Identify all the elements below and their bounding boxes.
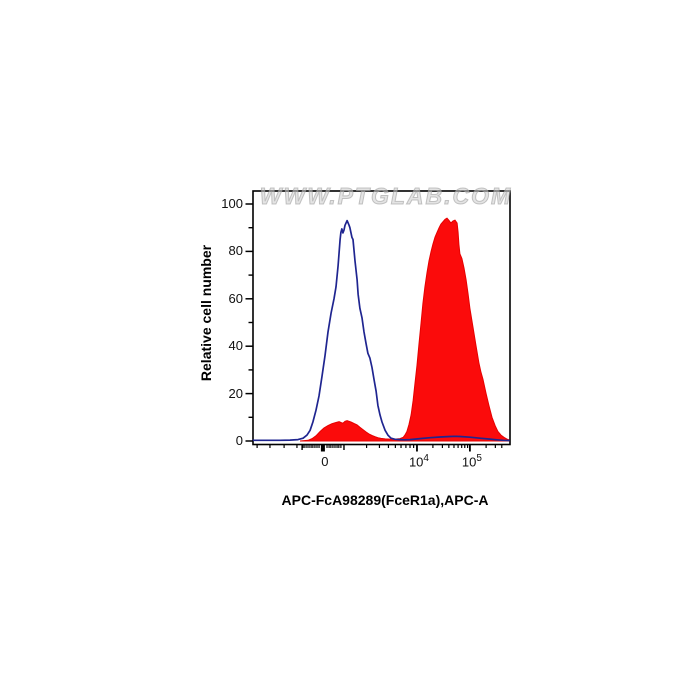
y-tick-label: 20 [228, 385, 243, 401]
x-tick-label: 0 [321, 453, 329, 469]
y-tick-label: 100 [221, 196, 243, 211]
x-axis-title: APC-FcA98289(FceR1a),APC-A [281, 492, 489, 508]
x-tick-label: 104 [408, 452, 429, 469]
plot-border [252, 190, 511, 446]
y-tick-label: 40 [228, 338, 243, 354]
open-blue-histogram [252, 219, 510, 442]
ptglab-watermark: WWW.PTGLAB.COM [259, 183, 513, 210]
y-tick-label: 0 [235, 433, 243, 448]
y-tick-label: 60 [228, 290, 243, 306]
filled-red-histogram [299, 217, 510, 442]
x-tick-label: 105 [461, 452, 482, 469]
y-tick-label: 80 [228, 243, 243, 259]
